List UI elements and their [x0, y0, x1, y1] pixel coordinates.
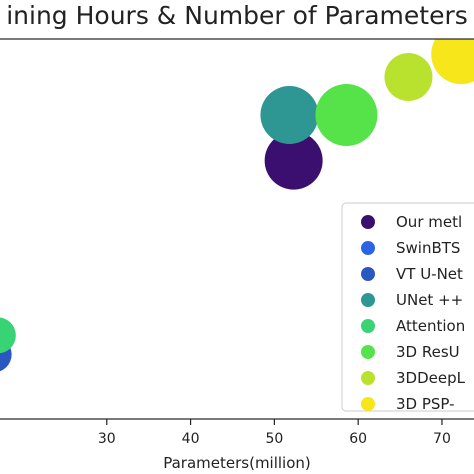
data-point-8 — [431, 39, 474, 85]
legend-marker — [361, 215, 375, 229]
x-tick-label: 60 — [349, 431, 367, 447]
legend-marker — [361, 319, 375, 333]
plot-frame — [0, 38, 474, 420]
x-axis-label: Parameters(million) — [163, 454, 311, 472]
legend-label: Our metl — [396, 213, 462, 231]
data-point-4 — [260, 86, 319, 144]
legend-marker — [361, 241, 375, 255]
x-axis: 30 40 50 60 70 — [98, 419, 451, 447]
data-point-5 — [0, 317, 16, 354]
legend-box — [341, 202, 474, 412]
legend-label: UNet ++ — [396, 291, 463, 309]
x-tick-label: 70 — [433, 431, 451, 447]
legend-marker — [361, 293, 375, 307]
data-point-6 — [315, 84, 378, 146]
legend: Our metl SwinBTS VT U-Net UNet ++ Attention 3… — [341, 202, 474, 413]
legend-label: SwinBTS — [396, 239, 460, 257]
legend-marker — [361, 345, 375, 359]
x-tick-label: 50 — [265, 431, 283, 447]
points-layer — [0, 39, 474, 372]
x-tick-label: 40 — [182, 431, 200, 447]
legend-marker — [361, 267, 375, 281]
legend-label: 3DDeepL — [396, 369, 466, 387]
legend-label: 3D ResU — [396, 343, 460, 361]
legend-marker — [361, 397, 375, 411]
legend-items: Our metl SwinBTS VT U-Net UNet ++ Attention 3… — [361, 213, 466, 413]
chart-title: ining Hours & Number of Parameters — [6, 1, 468, 30]
legend-label: Attention — [396, 317, 465, 335]
data-point-1 — [264, 131, 323, 190]
x-tick-label: 30 — [98, 431, 116, 447]
legend-label: 3D PSP- — [396, 395, 455, 413]
legend-marker — [361, 371, 375, 385]
legend-label: VT U-Net — [396, 265, 463, 283]
data-point-7 — [384, 53, 433, 101]
